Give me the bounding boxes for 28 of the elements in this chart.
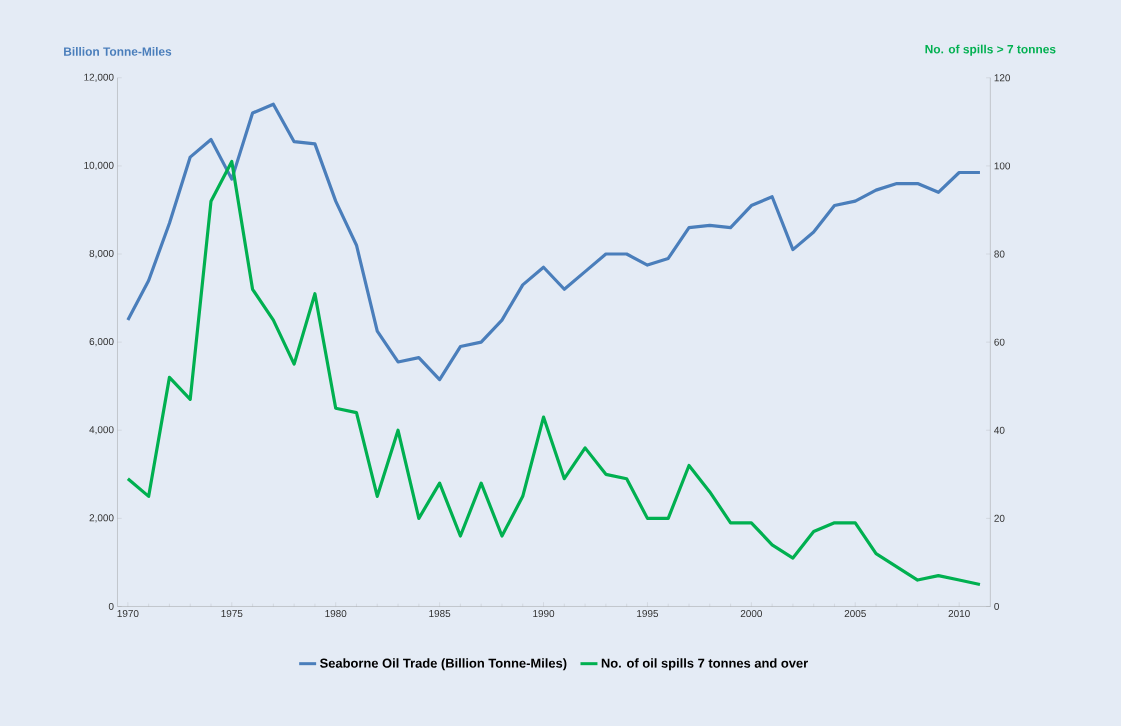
x-tick-label: 1980 [325,609,347,617]
y-tick-label: 10,000 [84,161,114,170]
y2-tick-label: 0 [994,602,999,610]
y2-tick-label: 40 [994,426,1005,434]
x-tick-label: 2000 [740,609,763,617]
legend-label: No. of oil spills 7 tonnes and over [601,658,808,671]
y2-tick-label: 100 [994,162,1011,170]
y-tick-label: 8,000 [89,249,114,259]
line-series [126,102,982,382]
y-tick-label: 4,000 [89,426,114,435]
y2-axis-title: No. of spills > 7 tonnes [925,44,1056,56]
y2-tick-label: 80 [994,250,1005,258]
y2-tick-label: 60 [994,338,1005,346]
x-tick-label: 2010 [948,609,970,617]
y2-tick-label: 120 [994,74,1011,82]
y-tick-label: 2,000 [89,514,114,523]
x-tick-label: 1975 [221,609,243,617]
x-tick-label: 1970 [117,609,139,617]
y-tick-label: 0 [108,602,114,610]
x-tick-label: 1995 [637,609,659,617]
y2-tick-label: 20 [994,514,1005,522]
legend-label: Seaborne Oil Trade (Billion Tonne-Miles) [319,658,567,671]
y-tick-label: 12,000 [84,73,114,82]
x-tick-label: 2005 [844,609,866,617]
x-tick-label: 1990 [533,609,555,617]
y-axis-title: Billion Tonne-Miles [64,46,172,56]
y-tick-label: 6,000 [89,337,114,347]
x-tick-label: 1985 [429,609,451,617]
